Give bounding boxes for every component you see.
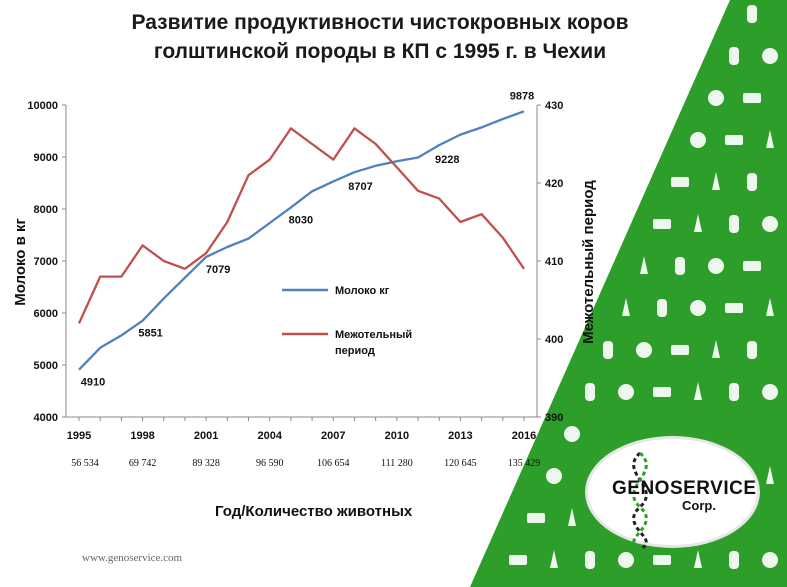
- right-axis-title: Межотельный период: [580, 180, 597, 344]
- title-line-1: Развитие продуктивности чистокровных кор…: [131, 11, 629, 34]
- animal-count-label: 96 590: [256, 458, 284, 469]
- left-axis-title: Молоко в кг: [12, 218, 29, 306]
- x-axis-title: Год/Количество животных: [215, 503, 413, 520]
- logo-corp: Corp.: [682, 498, 716, 513]
- left-tick-label: 5000: [34, 360, 58, 372]
- series-line-milk: [78, 110, 525, 371]
- animal-count-label: 56 534: [71, 458, 99, 469]
- right-tick-label: 400: [545, 334, 563, 346]
- animal-count-label: 89 328: [192, 458, 220, 469]
- left-tick-label: 8000: [34, 204, 58, 216]
- x-tick-label: 1998: [130, 430, 154, 442]
- genoservice-logo-badge: [585, 436, 760, 551]
- title-line-2: голштинской породы в КП с 1995 г. в Чехи…: [153, 40, 607, 63]
- legend: Молоко кг Межотельный период: [282, 285, 412, 357]
- left-tick-label: 4000: [34, 412, 58, 424]
- data-labels: 4910 5851 7079 8030 8707 9228 9878: [81, 90, 534, 388]
- x-tick-label: 2001: [194, 430, 218, 442]
- series-lines: [77, 110, 525, 371]
- legend-label-interval-line2: период: [335, 345, 375, 357]
- animal-count-label: 120 645: [444, 458, 477, 469]
- data-label: 8030: [289, 214, 313, 226]
- x-tick-label: 1995: [67, 430, 91, 442]
- right-tick-label: 390: [545, 412, 563, 424]
- page-title: Развитие продуктивности чистокровных кор…: [60, 8, 700, 66]
- plot-area: [65, 105, 538, 418]
- animal-count-label: 135 429: [508, 458, 541, 469]
- animal-count-label: 69 742: [129, 458, 157, 469]
- legend-label-interval-line1: Межотельный: [335, 329, 412, 341]
- series-line-calving-interval: [77, 127, 525, 324]
- animal-counts-row: 56 534 69 742 89 328 96 590 106 654 111 280 12…: [71, 458, 540, 469]
- data-label: 7079: [206, 264, 230, 276]
- left-tick-label: 9000: [34, 152, 58, 164]
- left-tick-label: 10000: [27, 100, 58, 112]
- data-label: 9228: [435, 154, 459, 166]
- left-tick-label: 7000: [34, 256, 58, 268]
- data-label: 4910: [81, 377, 105, 389]
- x-tick-label: 2016: [512, 430, 536, 442]
- x-tick-label: 2013: [448, 430, 472, 442]
- footer-url[interactable]: www.genoservice.com: [82, 552, 183, 564]
- legend-label-milk: Молоко кг: [335, 285, 390, 297]
- x-axis-ticks: 1995 1998 2001 2004 2007 2010 2013 2016: [67, 417, 536, 442]
- data-label: 8707: [348, 181, 372, 193]
- animal-count-label: 106 654: [317, 458, 350, 469]
- data-label: 9878: [510, 90, 534, 102]
- x-tick-label: 2010: [385, 430, 409, 442]
- data-label: 5851: [138, 328, 162, 340]
- animal-count-label: 111 280: [381, 458, 413, 469]
- left-tick-label: 6000: [34, 308, 58, 320]
- x-tick-label: 2004: [257, 430, 282, 442]
- logo-name: GENOSERVICE: [612, 478, 757, 499]
- right-tick-label: 420: [545, 178, 563, 190]
- right-tick-label: 410: [545, 256, 563, 268]
- left-axis-ticks: 4000 5000 6000 7000 8000 9000 10000: [27, 100, 66, 424]
- right-tick-label: 430: [545, 100, 563, 112]
- right-axis-ticks: 390 400 410 420 430: [537, 100, 563, 424]
- x-tick-label: 2007: [321, 430, 345, 442]
